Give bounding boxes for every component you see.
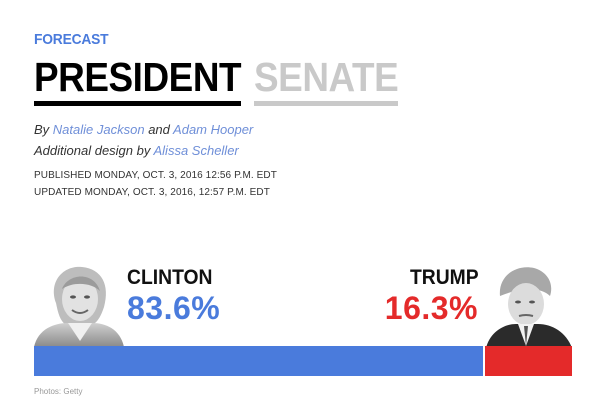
forecast-probability-bar	[34, 346, 572, 376]
updated-date: UPDATED MONDAY, OCT. 3, 2016, 12:57 P.M.…	[34, 187, 270, 198]
clinton-bar-segment	[34, 346, 483, 376]
author-link-natalie-jackson[interactable]: Natalie Jackson	[52, 122, 145, 137]
byline-prefix: By	[34, 122, 50, 137]
race-tabs: PRESIDENT SENATE	[34, 54, 414, 106]
byline-conjunction: and	[148, 122, 170, 137]
clinton-name: CLINTON	[127, 266, 213, 289]
clinton-percent: 83.6%	[127, 290, 221, 326]
forecast-kicker: FORECAST	[34, 31, 109, 48]
design-byline: Additional design by Alissa Scheller	[34, 143, 239, 158]
photo-credit: Photos: Getty	[34, 387, 83, 396]
trump-photo	[486, 267, 572, 348]
design-prefix: Additional design by	[34, 143, 151, 158]
author-link-adam-hooper[interactable]: Adam Hooper	[173, 122, 254, 137]
trump-bar-segment	[484, 346, 572, 376]
tab-president[interactable]: PRESIDENT	[34, 54, 242, 106]
trump-percent: 16.3%	[384, 290, 478, 326]
trump-name: TRUMP	[410, 266, 479, 289]
tab-senate[interactable]: SENATE	[254, 54, 399, 106]
clinton-photo	[34, 266, 124, 347]
published-date: PUBLISHED MONDAY, OCT. 3, 2016 12:56 P.M…	[34, 170, 277, 181]
designer-link-alissa-scheller[interactable]: Alissa Scheller	[153, 143, 239, 158]
author-byline: By Natalie Jackson and Adam Hooper	[34, 122, 253, 137]
